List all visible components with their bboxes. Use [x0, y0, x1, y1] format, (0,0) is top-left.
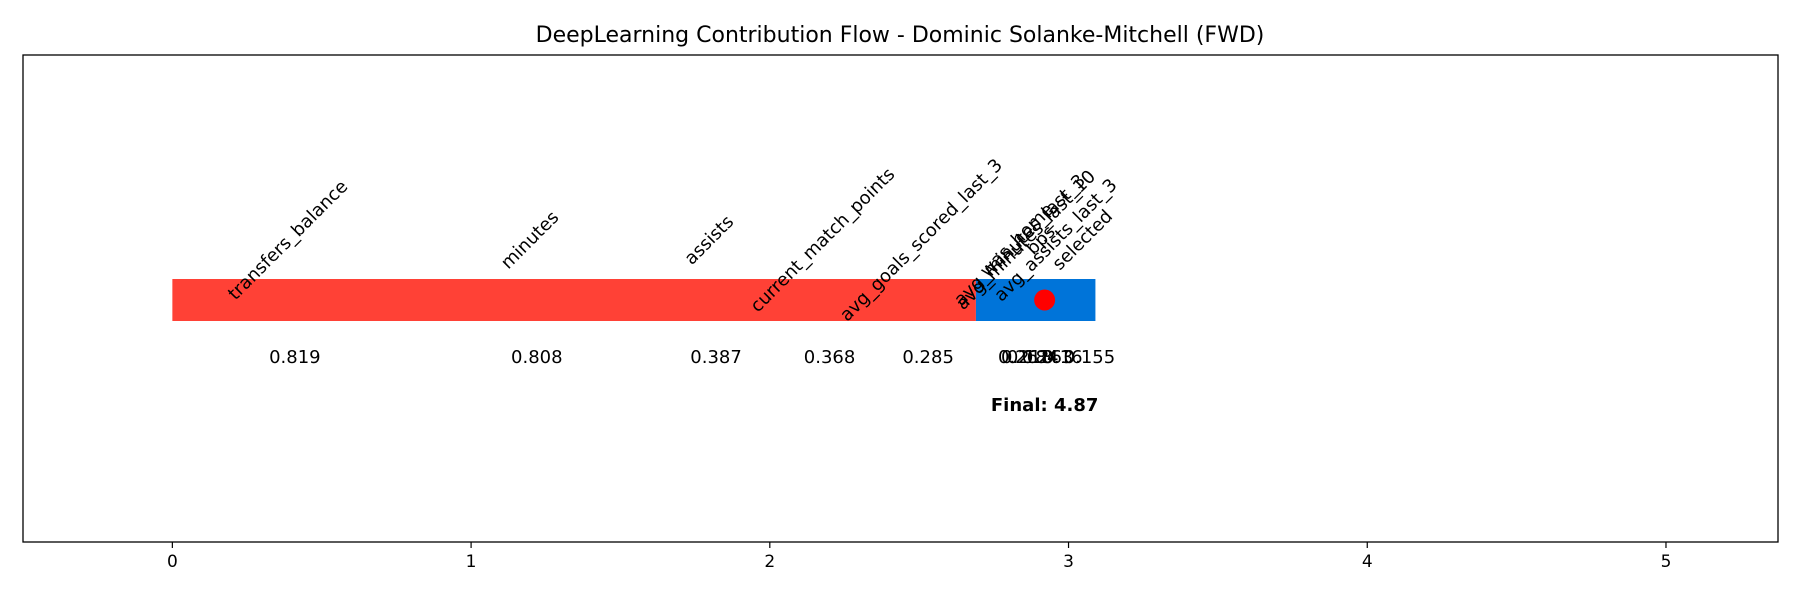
x-tick-label: 5	[1661, 552, 1672, 572]
plot-frame	[22, 54, 1779, 543]
feature-label: assists	[680, 211, 738, 269]
x-tick-label: 4	[1362, 552, 1373, 572]
x-tick-label: 3	[1063, 552, 1074, 572]
chart-title: DeepLearning Contribution Flow - Dominic…	[536, 23, 1265, 48]
x-tick-label: 0	[167, 552, 178, 572]
value-label: 0.218	[1001, 347, 1053, 368]
value-label: 0.285	[902, 347, 954, 368]
value-label: 0.184	[1007, 347, 1059, 368]
x-tick-label: 1	[466, 552, 477, 572]
value-label: 0.155	[1064, 347, 1116, 368]
value-label: 0.262	[998, 347, 1050, 368]
x-axis: 0 1 2 3 4 5	[167, 542, 1671, 572]
bar-layer	[172, 279, 1096, 321]
feature-label: minutes	[497, 207, 563, 273]
final-value-label: Final: 4.87	[991, 395, 1098, 416]
final-value-marker	[1034, 289, 1056, 311]
x-tick-label: 2	[764, 552, 775, 572]
bar-segment-1	[172, 279, 976, 321]
value-label: 0.808	[511, 347, 563, 368]
value-label: 0.368	[804, 347, 856, 368]
value-label: 0.16	[1043, 347, 1083, 368]
value-label: 0.387	[690, 347, 742, 368]
value-label: 0.163	[1022, 347, 1074, 368]
marker-layer: Final: 4.87	[991, 289, 1098, 416]
value-label: 0.819	[269, 347, 321, 368]
value-labels: 0.819 0.808 0.387 0.368 0.285 0.2180.2620.184…	[269, 347, 1115, 368]
